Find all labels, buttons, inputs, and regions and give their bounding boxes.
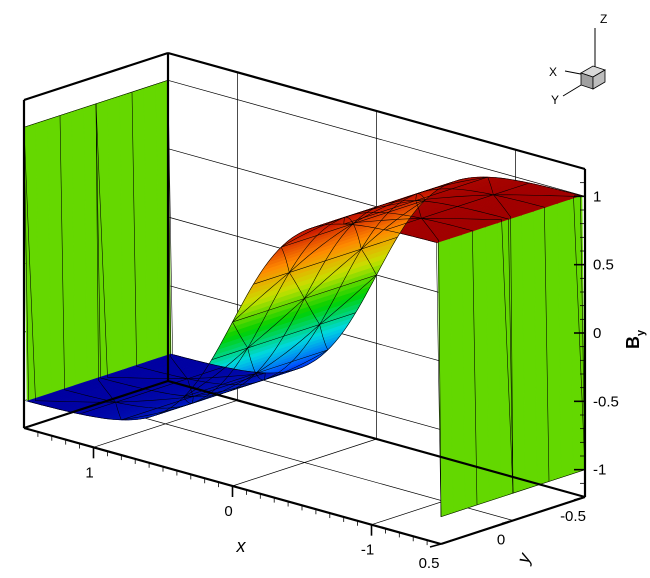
mesh-diagonal xyxy=(191,373,256,404)
mesh-diagonal xyxy=(353,193,417,224)
mesh-diagonal xyxy=(352,223,362,250)
mesh-diagonal xyxy=(421,218,514,494)
mesh-diagonal xyxy=(421,218,442,517)
mesh-diagonal xyxy=(232,321,248,349)
orient-z-label: Z xyxy=(600,12,607,26)
y-minor-tick xyxy=(493,524,499,527)
surface-mesh xyxy=(23,79,586,518)
mesh-diagonal xyxy=(289,223,354,273)
mesh-diagonal xyxy=(493,194,586,470)
mesh-diagonal xyxy=(255,373,265,381)
mesh-diagonal xyxy=(183,396,193,404)
mesh-diagonal xyxy=(415,193,418,201)
y-minor-tick xyxy=(565,501,571,504)
mesh-line-x-5 xyxy=(211,312,356,360)
frame-edge-6 xyxy=(23,51,169,102)
x-tick-label-1: 0 xyxy=(224,503,232,520)
mesh-diagonal xyxy=(121,403,193,421)
mesh-diagonal xyxy=(115,402,122,420)
mesh-diagonal xyxy=(493,194,514,494)
mesh-diagonal xyxy=(183,347,248,398)
mesh-diagonal xyxy=(319,274,377,325)
y-axis-title: y xyxy=(512,550,535,568)
z-tick-label-2: 0 xyxy=(593,325,601,342)
frame-edge-2 xyxy=(23,379,169,430)
triangle-mesh-lines xyxy=(23,80,586,517)
mesh-diagonal xyxy=(167,80,188,379)
y-minor-tick xyxy=(536,510,542,513)
y-tick-0 xyxy=(573,496,586,501)
mesh-diagonal xyxy=(281,216,345,248)
mesh-line-x-7 xyxy=(253,237,398,285)
z-tick-label-4: -1 xyxy=(593,462,606,479)
orient-cube-right xyxy=(592,69,606,90)
mesh-diagonal xyxy=(361,199,426,250)
mesh-diagonal xyxy=(115,396,194,403)
mesh-diagonal xyxy=(416,176,488,194)
mesh-diagonal xyxy=(95,103,188,379)
mesh-diagonal xyxy=(304,298,320,325)
orient-x-label: X xyxy=(549,65,557,79)
y-minor-tick xyxy=(522,515,528,518)
mesh-diagonal xyxy=(319,324,329,351)
y-minor-tick xyxy=(450,538,456,541)
y-minor-tick xyxy=(479,529,485,532)
mesh-diagonal xyxy=(193,379,265,397)
mesh-diagonal xyxy=(344,200,416,218)
z-axis-title: By xyxy=(623,329,647,349)
mesh-diagonal xyxy=(263,349,329,381)
y-axis-ticks: -0.5 0 0.5 xyxy=(419,496,586,572)
mesh-diagonal xyxy=(416,193,426,201)
z-axis-title-subscript: y xyxy=(635,329,647,336)
mesh-diagonal xyxy=(487,177,494,195)
y-tick-label-0: -0.5 xyxy=(560,508,586,525)
y-tick-label-2: 0.5 xyxy=(419,555,440,572)
x-tick-label-0: 1 xyxy=(85,464,93,481)
mesh-diagonal xyxy=(280,246,290,273)
y-minor-tick xyxy=(551,506,557,508)
frame-edge-7 xyxy=(167,51,586,171)
mesh-diagonal xyxy=(344,216,354,224)
y-tick-label-1: 0 xyxy=(497,532,505,549)
mesh-diagonal xyxy=(415,200,422,219)
z-tick-label-0: 1 xyxy=(593,188,601,205)
y-minor-tick xyxy=(464,534,470,536)
mesh-diagonal xyxy=(343,218,422,225)
x-axis-ticks: 1 0 -1 xyxy=(37,431,428,559)
mesh-diagonal xyxy=(361,248,377,276)
x-tick-label-2: -1 xyxy=(361,542,374,559)
mesh-diagonal xyxy=(343,216,346,225)
mesh-diagonal xyxy=(247,298,305,349)
y-tick-2 xyxy=(429,543,442,548)
z-axis-ticks: 1 0.5 0 -0.5 -1 xyxy=(574,182,619,484)
frame-edge-3 xyxy=(167,379,586,499)
mesh-diagonal xyxy=(415,194,494,201)
mesh-diagonal xyxy=(187,378,194,397)
orientation-axes-icon: Z X Y xyxy=(549,12,607,107)
orient-y-label: Y xyxy=(551,93,559,107)
mesh-diagonal xyxy=(304,248,362,299)
mesh-diagonal xyxy=(187,372,266,379)
mesh-diagonal xyxy=(255,324,320,374)
mesh-line-x-11 xyxy=(385,182,530,231)
mesh-diagonal xyxy=(289,272,305,299)
z-axis-title-main: B xyxy=(623,336,643,349)
z-tick-label-1: 0.5 xyxy=(593,257,614,274)
mesh-diagonal xyxy=(232,272,290,323)
mesh-line-x-1 xyxy=(79,366,224,415)
mesh-diagonal xyxy=(247,347,257,374)
z-tick-label-3: -0.5 xyxy=(593,393,619,410)
y-minor-tick xyxy=(507,520,514,522)
x-axis-title: x xyxy=(236,536,247,556)
